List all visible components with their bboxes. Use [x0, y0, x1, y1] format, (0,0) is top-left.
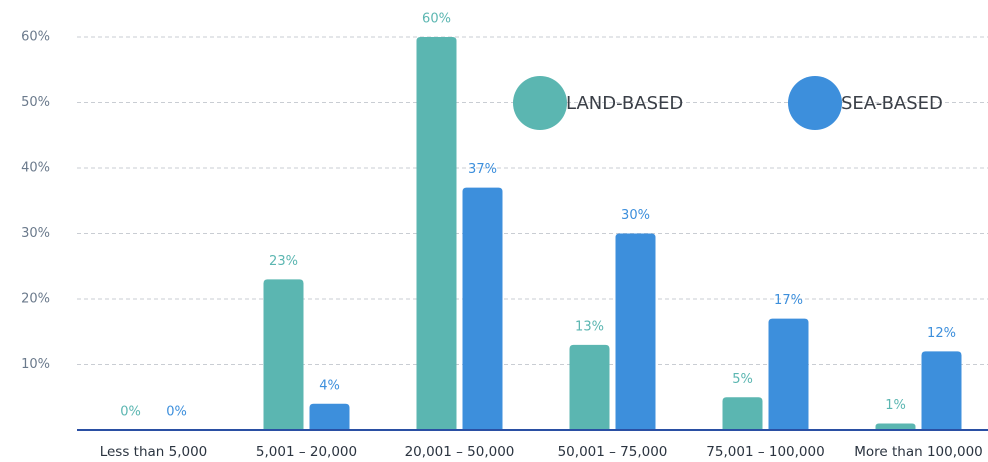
bar	[309, 403, 350, 430]
bar	[768, 318, 809, 430]
value-label: 5%	[732, 372, 753, 387]
y-tick-label: 40%	[21, 161, 50, 176]
bar	[569, 344, 610, 430]
value-label: 60%	[422, 12, 451, 27]
value-label: 12%	[927, 326, 956, 341]
value-label: 23%	[269, 254, 298, 269]
value-label: 0%	[120, 405, 141, 420]
y-tick-label: 10%	[21, 357, 50, 372]
x-tick-label: More than 100,000	[854, 444, 983, 460]
legend-swatch	[513, 76, 567, 130]
value-label: 13%	[575, 319, 604, 334]
bar	[615, 233, 656, 430]
legend-label: SEA-BASED	[841, 93, 943, 114]
x-tick-label: 50,001 – 75,000	[558, 444, 668, 460]
y-tick-label: 50%	[21, 95, 50, 110]
value-label: 4%	[319, 378, 340, 393]
x-tick-label: Less than 5,000	[100, 444, 208, 460]
y-tick-label: 60%	[21, 30, 50, 45]
x-tick-label: 75,001 – 100,000	[706, 444, 824, 460]
bar	[416, 37, 457, 430]
bar	[462, 187, 503, 430]
x-tick-label: 5,001 – 20,000	[256, 444, 357, 460]
bar	[722, 397, 763, 430]
value-label: 1%	[885, 398, 906, 413]
value-label: 17%	[774, 293, 803, 308]
x-tick-label: 20,001 – 50,000	[405, 444, 515, 460]
y-tick-label: 20%	[21, 292, 50, 307]
y-tick-label: 30%	[21, 226, 50, 241]
bar	[875, 423, 916, 430]
value-label: 0%	[166, 405, 187, 420]
bar	[921, 351, 962, 430]
value-label: 37%	[468, 162, 497, 177]
legend-label: LAND-BASED	[566, 93, 683, 114]
value-label: 30%	[621, 208, 650, 223]
bar	[263, 279, 304, 430]
legend-swatch	[788, 76, 842, 130]
